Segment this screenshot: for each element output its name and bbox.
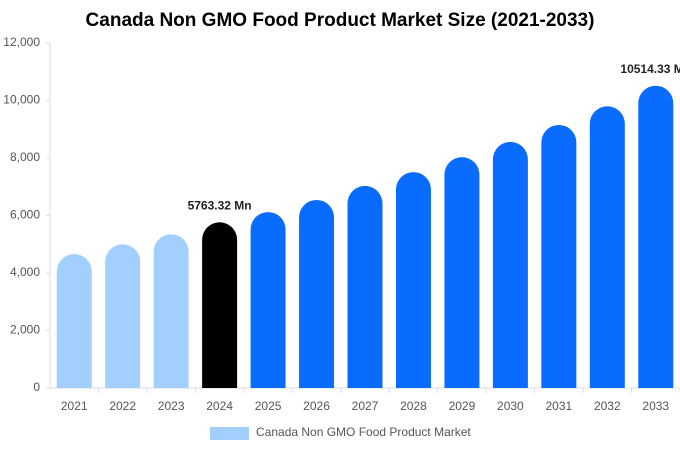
x-tick-label: 2027 [352,399,379,413]
x-tick-label: 2022 [109,399,136,413]
chart-title: Canada Non GMO Food Product Market Size … [86,10,595,31]
bar [492,141,528,388]
value-label: 10514.33 Mn [620,62,680,76]
x-tick-label: 2031 [545,399,572,413]
x-tick-label: 2023 [158,399,185,413]
y-tick-label: 12,000 [3,35,40,49]
y-tick-label: 8,000 [10,150,40,164]
bar [541,124,577,388]
bar [299,199,335,388]
bar [56,254,92,388]
bar [347,185,383,388]
bar [250,212,286,388]
value-label: 5763.32 Mn [188,198,252,212]
legend-label: Canada Non GMO Food Product Market [256,425,471,439]
x-tick-label: 2029 [449,399,476,413]
x-tick-label: 2021 [61,399,88,413]
y-tick-label: 0 [33,380,40,394]
bar [202,222,238,388]
bar [589,106,625,388]
x-tick-label: 2024 [206,399,233,413]
legend-swatch [210,427,249,440]
bar [444,157,480,388]
y-tick-label: 10,000 [3,93,40,107]
x-tick-label: 2033 [642,399,669,413]
y-tick-label: 2,000 [10,323,40,337]
x-tick-label: 2030 [497,399,524,413]
x-tick-label: 2028 [400,399,427,413]
bar [105,244,141,388]
bar [153,234,189,388]
x-tick-label: 2026 [303,399,330,413]
x-tick-label: 2032 [594,399,621,413]
bar [638,85,674,388]
y-tick-label: 4,000 [10,265,40,279]
bar [395,172,431,388]
y-tick-label: 6,000 [10,208,40,222]
x-tick-label: 2025 [255,399,282,413]
